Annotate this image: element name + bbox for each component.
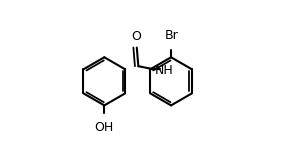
Text: NH: NH (155, 64, 173, 77)
Text: O: O (131, 30, 141, 43)
Text: OH: OH (94, 121, 113, 134)
Text: Br: Br (165, 29, 179, 42)
